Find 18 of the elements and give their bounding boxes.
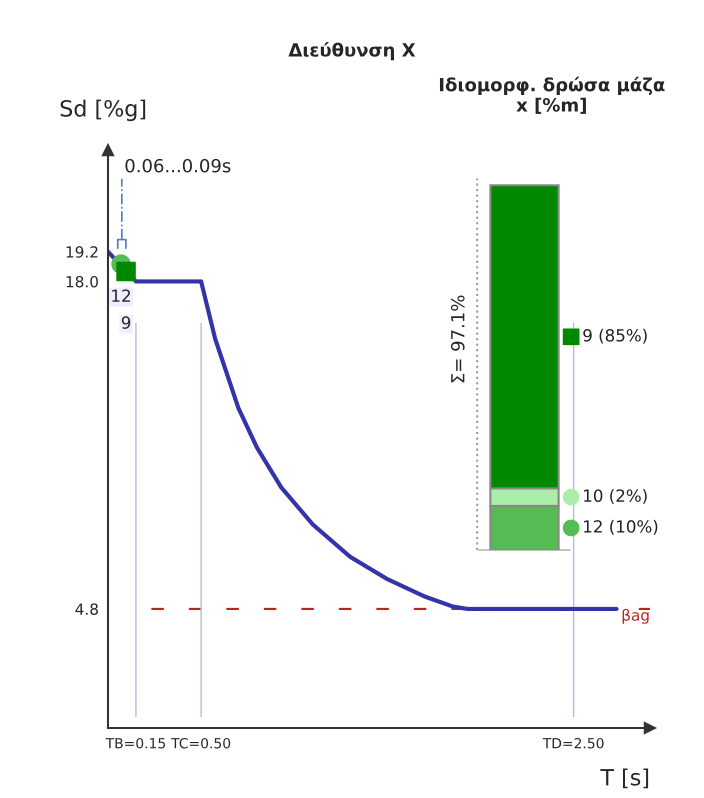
chart-title: Διεύθυνση X (288, 42, 416, 60)
x-axis-title: T [s] (600, 768, 648, 788)
chart-title: Ιδιομορφ. δρώσα μάζα x [%m] (440, 76, 665, 114)
x-tick-label: TB=0.15 (106, 738, 166, 748)
y-axis-title: Sd [%g] (60, 100, 146, 122)
series-label: 12 (112, 289, 130, 302)
legend-label: 10 (2%) (584, 489, 647, 504)
annotation: Σ= 97.1% (450, 296, 465, 382)
x-tick-label: TC=0.50 (171, 738, 230, 748)
x-tick-label: TD=2.50 (542, 738, 604, 748)
y-tick-label: 4.8 (75, 603, 98, 615)
series-label: 9 (85%) (583, 328, 647, 344)
y-tick-label: 18.0 (66, 276, 98, 288)
y-tick-label: 19.2 (66, 246, 98, 258)
ref-line-label: βag (622, 608, 649, 624)
annotation: 0.06...0.09s (125, 158, 230, 173)
text: 9 (122, 316, 130, 329)
legend-label: 12 (10%) (584, 520, 658, 535)
